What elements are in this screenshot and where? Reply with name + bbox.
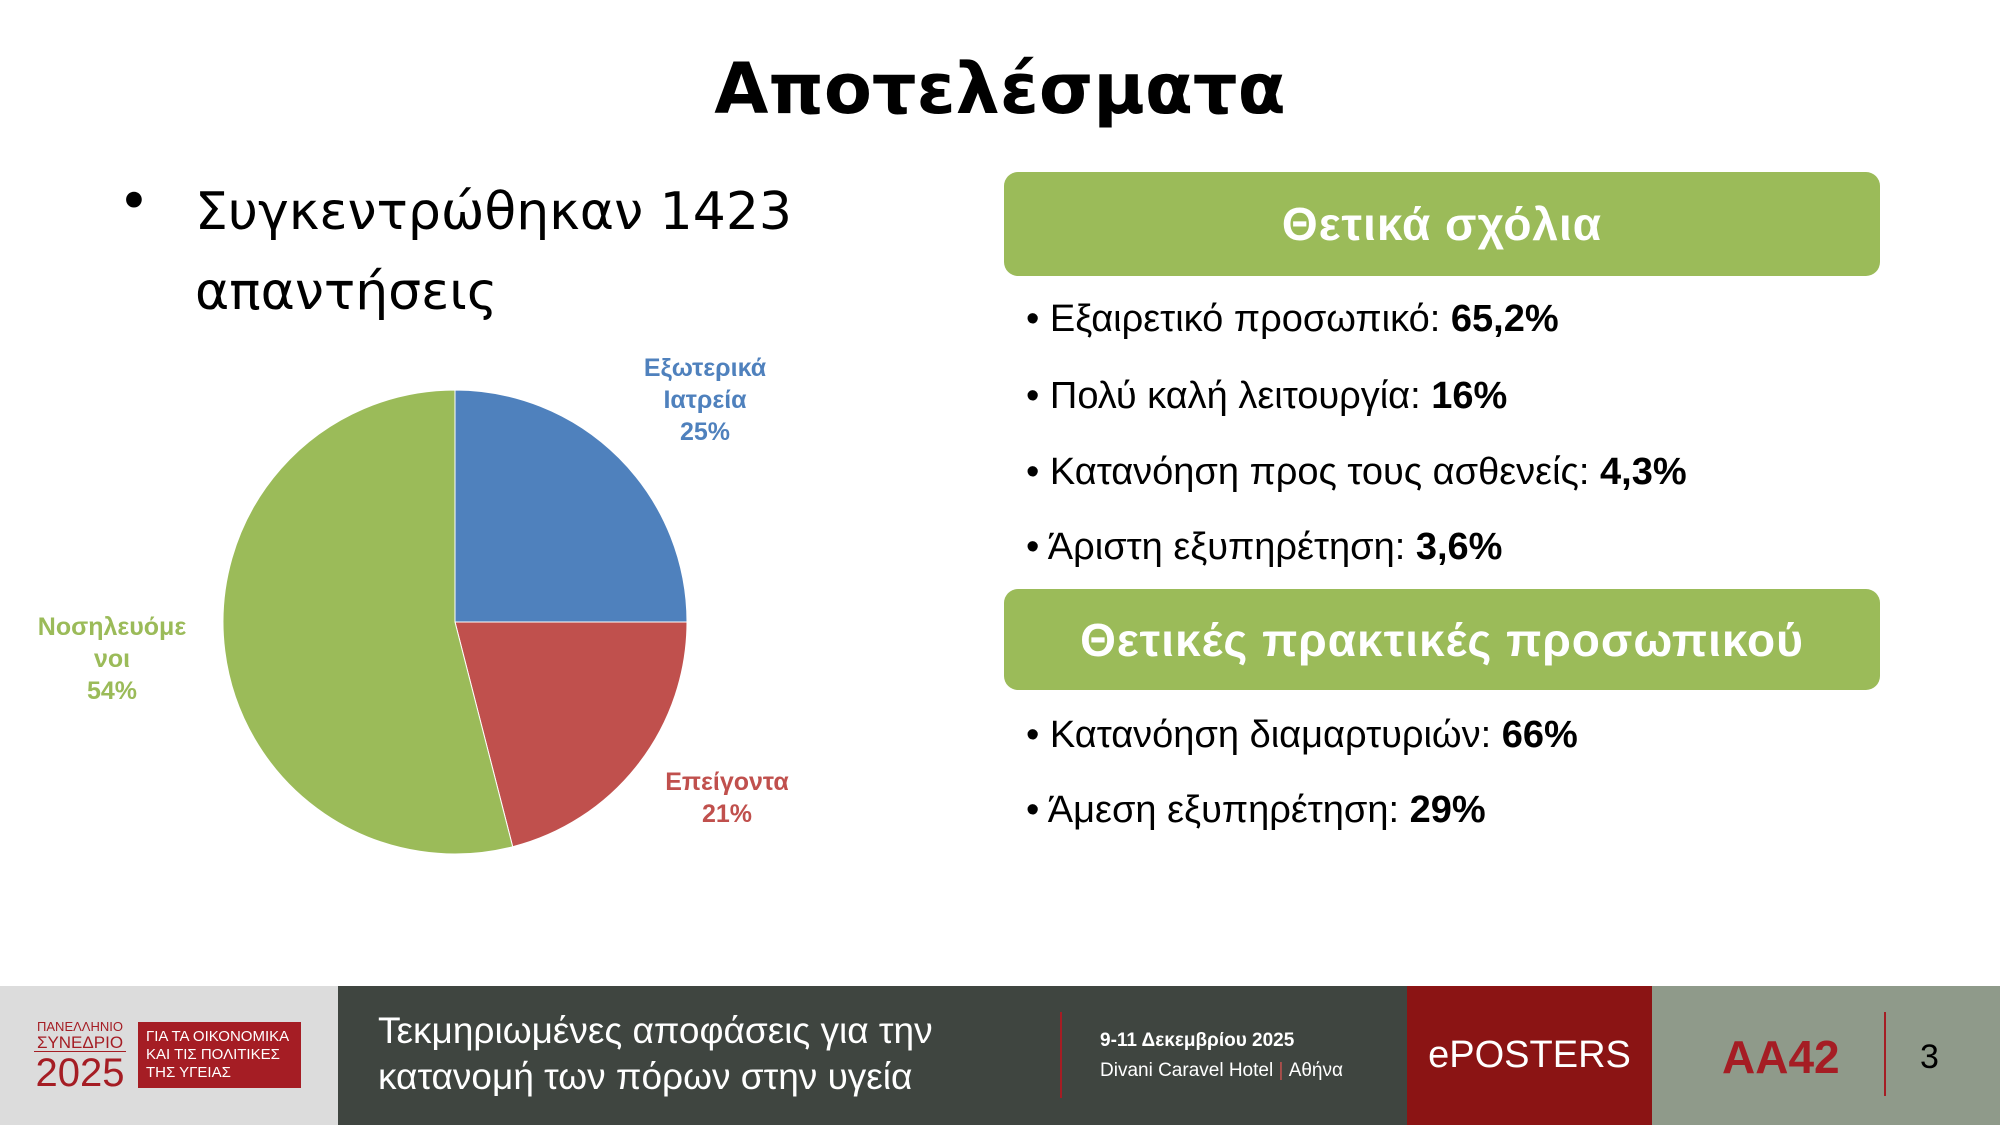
logo-line: 2025 [35,1051,125,1095]
pie-chart [222,389,688,855]
panel-item: • Άριστη εξυπηρέτηση: 3,6% [1026,526,1503,568]
slice-label: Νοσηλευόμενοι 54% [37,611,187,707]
logo-line: ΠΑΝΕΛΛΗΝΙΟ [37,1019,123,1034]
item-value: 16% [1431,375,1508,417]
slice-label: Εξωτερικά Ιατρεία 25% [630,352,780,448]
item-label: Άμεση εξυπηρέτηση: [1047,789,1400,831]
slice-label: Επείγοντα 21% [652,766,802,830]
bullet-text: Συγκεντρώθηκαν 1423 απαντήσεις [195,182,792,322]
slice-category: Νοσηλευόμενοι [37,613,187,673]
pie-slice [454,621,688,848]
logo-box-line: ΚΑΙ ΤΙΣ ΠΟΛΙΤΙΚΕΣ [146,1046,280,1063]
item-value: 4,3% [1600,451,1687,493]
logo-box-line: ΓΙΑ ΤΑ ΟΙΚΟΝΟΜΙΚΑ [146,1028,290,1045]
item-value: 3,6% [1415,526,1503,568]
logo-text: ΠΑΝΕΛΛΗΝΙΟ ΣΥΝΕΔΡΙΟ 2025 [34,1020,126,1094]
pie-slice [454,389,688,623]
city: Αθήνα [1288,1060,1343,1081]
panel-item: • Κατανόηση διαμαρτυριών: 66% [1026,714,1578,756]
footer: ΠΑΝΕΛΛΗΝΙΟ ΣΥΝΕΔΡΙΟ 2025 ΓΙΑ ΤΑ ΟΙΚΟΝΟΜΙ… [0,986,2000,1125]
item-label: Εξαιρετικό προσωπικό: [1049,298,1441,340]
slice-value-label: 25% [679,418,731,446]
slice-category: Επείγοντα [665,768,789,796]
item-label: Κατανόηση προς τους ασθενείς: [1049,451,1590,493]
poster-code: AA42 [1722,1031,1840,1083]
divider [1884,1012,1886,1096]
item-label: Άριστη εξυπηρέτηση: [1047,526,1406,568]
item-value: 66% [1501,714,1578,756]
venue: Divani Caravel Hotel [1100,1060,1274,1081]
footer-theme-area: Τεκμηριωμένες αποφάσεις για την κατανομή… [338,986,1407,1125]
slice-value-label: 21% [701,800,753,828]
item-label: Πολύ καλή λειτουργία: [1049,375,1421,417]
theme-text: Τεκμηριωμένες αποφάσεις για την κατανομή… [378,1010,933,1097]
slice-value-label: 54% [86,677,138,705]
logo-box-line: ΤΗΣ ΥΓΕΙΑΣ [146,1064,231,1081]
item-value: 29% [1409,789,1486,831]
panel-item: • Εξαιρετικό προσωπικό: 65,2% [1026,298,1559,340]
eposters: ePOSTERS [1428,1034,1631,1076]
separator: | [1278,1060,1284,1081]
bullet-dot: • [118,170,150,233]
item-value: 65,2% [1450,298,1559,340]
panel-heading: Θετικά σχόλια [1004,172,1880,276]
panel-item: • Πολύ καλή λειτουργία: 16% [1026,375,1508,417]
pie-slice [222,389,514,855]
panel-heading: Θετικές πρακτικές προσωπικού [1004,589,1880,690]
venue-line: Divani Caravel Hotel | Αθήνα [1100,1060,1343,1082]
footer-code-area: AA42 3 [1652,986,2000,1125]
footer-eposters-area: ePOSTERS [1407,986,1652,1125]
footer-logo-area: ΠΑΝΕΛΛΗΝΙΟ ΣΥΝΕΔΡΙΟ 2025 ΓΙΑ ΤΑ ΟΙΚΟΝΟΜΙ… [0,986,338,1125]
logo-line: ΣΥΝΕΔΡΙΟ [34,1034,126,1052]
dates: 9-11 Δεκεμβρίου 2025 [1100,1030,1295,1051]
slice-category: Εξωτερικά Ιατρεία [643,354,767,414]
panel-item: • Άμεση εξυπηρέτηση: 29% [1026,789,1486,831]
divider [1060,1012,1062,1098]
page-number: 3 [1920,1038,1939,1076]
item-label: Κατανόηση διαμαρτυριών: [1049,714,1492,756]
panel-item: • Κατανόηση προς τους ασθενείς: 4,3% [1026,451,1687,493]
logo-box: ΓΙΑ ΤΑ ΟΙΚΟΝΟΜΙΚΑ ΚΑΙ ΤΙΣ ΠΟΛΙΤΙΚΕΣ ΤΗΣ … [138,1022,301,1088]
slide-title: Αποτελέσματα [714,48,1286,130]
